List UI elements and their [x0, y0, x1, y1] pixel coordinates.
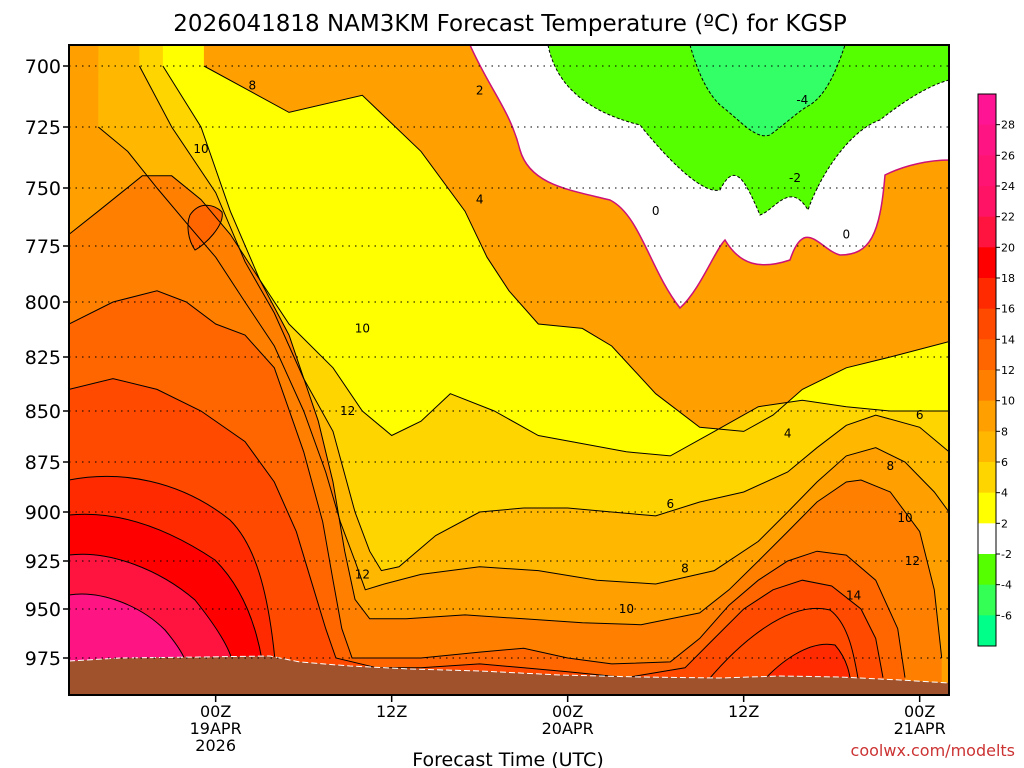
- colorbar-tick-label: 16: [1001, 303, 1015, 316]
- isotherm-line-isotherm_14C: [69, 378, 884, 679]
- y-tick-label: 950: [25, 599, 61, 621]
- contour-label: 6: [916, 408, 924, 422]
- x-tick-label: 2026: [195, 736, 236, 755]
- colorbar-tick-label: 2: [1001, 517, 1008, 530]
- x-tick-label: 00Z: [200, 702, 231, 721]
- isotherm-line-isotherm_12C: [69, 290, 906, 678]
- colorbar-tick-label: -6: [1001, 609, 1012, 622]
- contour-label: 0: [652, 204, 660, 218]
- colorbar-swatch: [978, 155, 996, 187]
- x-tick-label: 21APR: [894, 719, 946, 738]
- colorbar-swatch: [978, 339, 996, 371]
- colorbar-tick-label: 18: [1001, 272, 1015, 285]
- colorbar-swatch: [978, 370, 996, 402]
- y-tick-label: 750: [25, 178, 61, 200]
- terrain-ground: [69, 655, 949, 695]
- colorbar-swatch: [978, 186, 996, 218]
- colorbar-tick-label: -2: [1001, 548, 1012, 561]
- colorbar: 28 26 24 22 20 18 16 14 12 10 8 6 4 2 -2 -4 -6: [977, 93, 1015, 647]
- contour-label: 6: [667, 497, 675, 511]
- site-credit[interactable]: coolwx.com/modelts: [851, 741, 1015, 760]
- x-tick-label: 12Z: [376, 702, 407, 721]
- contour-label: -2: [789, 171, 801, 185]
- colorbar-tick-label: 14: [1001, 333, 1015, 346]
- contour-label: 8: [249, 79, 257, 93]
- colorbar-swatch: [978, 462, 996, 494]
- colorbar-swatch: [978, 584, 996, 616]
- y-tick-label: 825: [25, 347, 61, 369]
- colorbar-swatch: [978, 94, 996, 126]
- y-tick-label: 925: [25, 551, 61, 573]
- colorbar-swatch: [978, 431, 996, 463]
- contour-label: 4: [784, 426, 792, 440]
- contour-label: 8: [887, 459, 895, 473]
- chart-title: 2026041818 NAM3KM Forecast Temperature (…: [173, 11, 847, 37]
- colorbar-tick-label: 6: [1001, 456, 1008, 469]
- contour-label: 10: [619, 602, 634, 616]
- x-tick-label: 00Z: [904, 702, 935, 721]
- contour-label: 8: [681, 562, 689, 576]
- contour-label: 2: [476, 83, 484, 97]
- isotherm-line-isotherm_8C: [97, 126, 949, 591]
- y-tick-label: 725: [25, 117, 61, 139]
- x-axis-label: Forecast Time (UTC): [412, 749, 603, 768]
- contour-label: 12: [905, 554, 920, 568]
- contour-label: 10: [193, 142, 208, 156]
- colorbar-swatch: [978, 523, 996, 555]
- contour-label: 4: [476, 193, 484, 207]
- colorbar-tick-label: 20: [1001, 241, 1015, 254]
- contour-label: 10: [355, 321, 370, 335]
- y-tick-label: 875: [25, 452, 61, 474]
- colorbar-tick-label: 22: [1001, 211, 1015, 224]
- colorbar-tick-label: -4: [1001, 579, 1012, 592]
- cold-region-minus4c: [689, 45, 846, 137]
- isotherm-line-isotherm_2C: [203, 65, 949, 432]
- colorbar-swatch: [978, 492, 996, 524]
- colorbar-swatch: [978, 124, 996, 156]
- isotherm-line-isotherm_10C: [69, 175, 943, 659]
- contour-label: 12: [355, 567, 370, 581]
- colorbar-swatch: [978, 278, 996, 310]
- colorbar-swatch: [978, 400, 996, 432]
- contour-label: 12: [340, 404, 355, 418]
- contour-label: 10: [897, 511, 912, 525]
- colorbar-tick-label: 4: [1001, 487, 1008, 500]
- colorbar-tick-label: 24: [1001, 180, 1015, 193]
- x-tick-label: 20APR: [542, 719, 594, 738]
- colorbar-swatch: [978, 308, 996, 340]
- colorbar-tick-label: 12: [1001, 364, 1015, 377]
- y-tick-label: 850: [25, 401, 61, 423]
- colorbar-tick-label: 10: [1001, 395, 1015, 408]
- colorbar-tick-label: 26: [1001, 149, 1015, 162]
- colorbar-swatch: [978, 216, 996, 248]
- colorbar-swatch: [978, 615, 996, 647]
- colorbar-swatch: [978, 247, 996, 279]
- band-isotherm_14C: [69, 378, 883, 695]
- contour-label: -4: [796, 93, 808, 107]
- colorbar-tick-label: 28: [1001, 119, 1015, 132]
- x-tick-label: 00Z: [552, 702, 583, 721]
- plot-frame: [68, 44, 950, 696]
- y-tick-label: 975: [25, 648, 61, 670]
- y-tick-label: 775: [25, 236, 61, 258]
- x-tick-label: 12Z: [728, 702, 759, 721]
- cold-region-minus2c: [547, 45, 949, 216]
- x-tick-label: 19APR: [190, 719, 242, 738]
- colorbar-swatch: [978, 554, 996, 586]
- y-tick-label: 700: [25, 56, 61, 78]
- y-tick-label: 900: [25, 502, 61, 524]
- colorbar-tick-label: 8: [1001, 425, 1008, 438]
- isotherm-line-isotherm_4C: [162, 65, 949, 457]
- contour-label: 0: [843, 227, 851, 241]
- y-tick-label: 800: [25, 292, 61, 314]
- contour-label: 14: [846, 589, 861, 603]
- warm-pocket: [187, 204, 223, 251]
